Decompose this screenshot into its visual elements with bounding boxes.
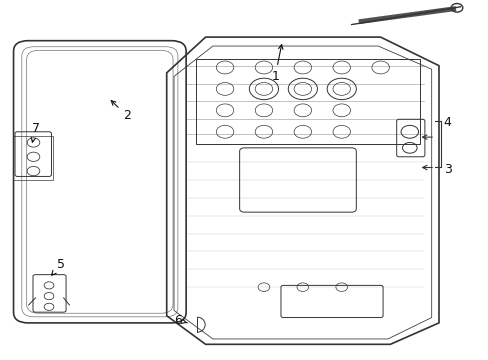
Text: 6: 6 <box>174 314 187 327</box>
Text: 4: 4 <box>443 116 451 129</box>
Text: 7: 7 <box>31 122 40 142</box>
Text: 2: 2 <box>111 101 131 122</box>
Circle shape <box>450 4 462 12</box>
Text: 1: 1 <box>271 45 283 83</box>
Text: 5: 5 <box>52 257 65 275</box>
Text: 3: 3 <box>443 163 451 176</box>
